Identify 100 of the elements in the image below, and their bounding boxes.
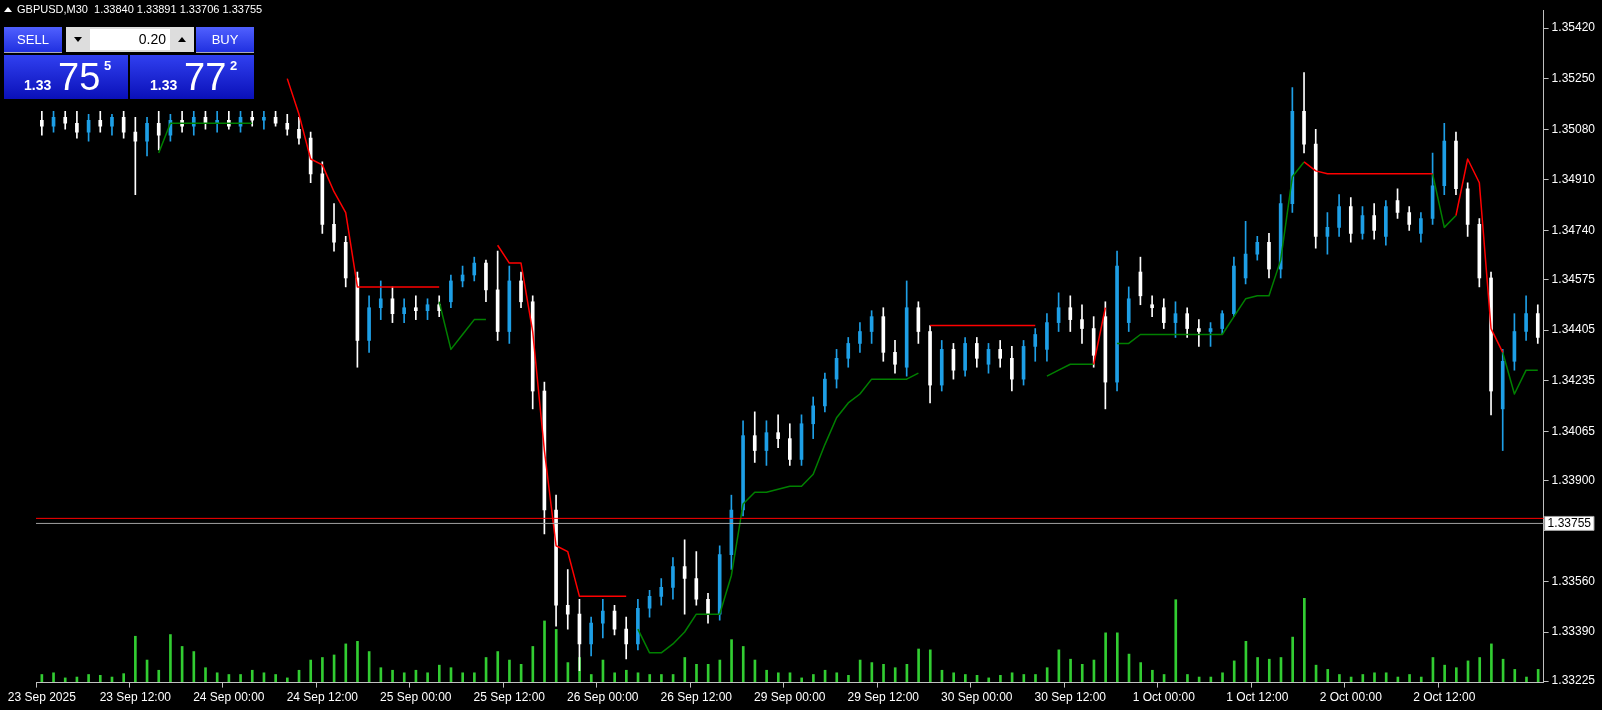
bar — [473, 672, 476, 683]
x-tick-label: 26 Sep 12:00 — [660, 690, 733, 705]
bar — [122, 672, 125, 683]
x-tick-label: 30 Sep 12:00 — [1034, 690, 1107, 705]
bar — [812, 673, 815, 683]
bar — [1022, 673, 1026, 683]
bar — [964, 673, 967, 683]
x-tick-label: 29 Sep 12:00 — [847, 690, 920, 705]
bar — [426, 672, 429, 683]
bar — [98, 674, 102, 683]
bar — [999, 674, 1002, 683]
bar — [1139, 661, 1143, 683]
y-tick-label: 1.33560 — [1551, 573, 1596, 588]
bar — [356, 640, 359, 683]
bar — [1115, 632, 1119, 683]
bar — [625, 669, 628, 683]
bar — [683, 656, 687, 683]
x-tick-label: 1 Oct 00:00 — [1132, 690, 1196, 705]
chart-title: GBPUSD,M30 1.33840 1.33891 1.33706 1.33755 — [17, 3, 263, 15]
annotation: SELL — [4, 27, 62, 53]
bar — [847, 674, 850, 683]
bar — [437, 664, 441, 683]
bar — [52, 672, 55, 683]
annotation: 5 — [104, 58, 112, 73]
bar — [1104, 632, 1107, 683]
bar — [1408, 673, 1411, 683]
bar — [1232, 660, 1236, 683]
bar — [1455, 666, 1458, 683]
bar — [1221, 672, 1224, 683]
bar — [134, 635, 137, 683]
bar — [1478, 656, 1482, 683]
bar — [531, 645, 535, 683]
bar — [917, 648, 920, 683]
bar — [344, 643, 348, 683]
bar — [1513, 668, 1517, 683]
ref-line-label: 1.33755 — [1547, 515, 1592, 530]
bar — [1045, 666, 1049, 683]
bar — [893, 666, 897, 683]
bar — [589, 673, 593, 683]
x-tick-label: 23 Sep 2025 — [7, 690, 77, 705]
bar — [496, 650, 500, 683]
bar — [882, 663, 885, 683]
bar — [204, 666, 207, 683]
bar — [169, 633, 172, 683]
y-tick-label: 1.33390 — [1551, 624, 1596, 639]
y-tick-label: 1.33225 — [1551, 673, 1596, 688]
bar — [461, 672, 465, 683]
y-tick-label: 1.34065 — [1551, 423, 1596, 438]
y-tick-label: 1.34575 — [1551, 271, 1596, 286]
annotation: 77 — [184, 55, 227, 99]
bar — [1361, 673, 1365, 683]
x-tick-label: 25 Sep 00:00 — [380, 690, 452, 705]
bar — [648, 673, 652, 683]
bar — [1256, 656, 1259, 683]
bar — [706, 663, 710, 683]
x-tick-label: 24 Sep 12:00 — [286, 690, 359, 705]
bar — [613, 672, 616, 683]
bar — [776, 672, 780, 683]
bar — [1490, 643, 1493, 683]
x-tick-label: 24 Sep 00:00 — [193, 690, 265, 705]
x-tick-label: 29 Sep 00:00 — [754, 690, 826, 705]
annotation: 1.33 — [150, 77, 178, 93]
bar — [660, 673, 663, 683]
bar — [1174, 598, 1178, 683]
bar — [309, 659, 313, 683]
bar — [391, 669, 394, 683]
y-tick-label: 1.34910 — [1551, 172, 1596, 187]
bar — [730, 638, 733, 683]
y-tick-label: 1.34235 — [1551, 372, 1596, 387]
bar — [695, 663, 698, 683]
x-tick-label: 23 Sep 12:00 — [99, 690, 172, 705]
bar — [402, 672, 406, 683]
x-tick-label: 30 Sep 00:00 — [941, 690, 1013, 705]
bar — [1267, 658, 1271, 683]
annotation: 75 — [58, 55, 101, 99]
y-tick-label: 1.34740 — [1551, 222, 1596, 237]
bar — [274, 673, 277, 683]
bar — [1069, 658, 1072, 683]
bar — [835, 672, 839, 683]
bar — [928, 649, 932, 683]
bar — [239, 673, 242, 683]
bar — [1080, 663, 1084, 683]
y-tick-label: 1.35420 — [1551, 20, 1596, 35]
x-tick-label: 25 Sep 12:00 — [473, 690, 546, 705]
bar — [1338, 673, 1341, 683]
bar — [1373, 672, 1376, 683]
bar — [741, 645, 745, 683]
bar — [192, 650, 196, 683]
y-tick-label: 1.35250 — [1551, 70, 1596, 85]
x-tick-label: 2 Oct 00:00 — [1319, 690, 1383, 705]
bar — [952, 672, 955, 683]
bar — [1151, 669, 1154, 683]
x-tick-label: 26 Sep 00:00 — [567, 690, 639, 705]
bar — [1034, 673, 1037, 683]
annotation: 2 — [230, 58, 238, 73]
bar — [321, 656, 324, 683]
x-tick-label: 1 Oct 12:00 — [1226, 690, 1289, 705]
bar — [543, 620, 546, 683]
bar — [1326, 668, 1330, 683]
bar — [1384, 672, 1388, 683]
